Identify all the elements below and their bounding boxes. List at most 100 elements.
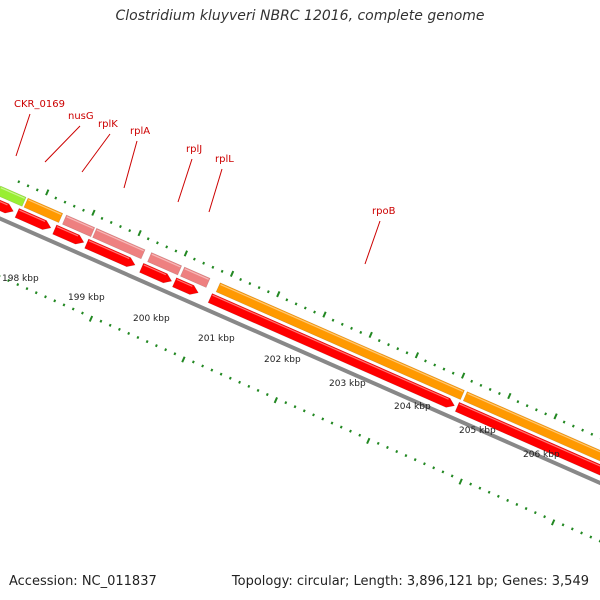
- inner-tick: [302, 409, 306, 413]
- inner-tick: [524, 506, 528, 511]
- inner-tick: [543, 515, 547, 519]
- label-leaders: [15, 113, 381, 265]
- kbp-label: 200 kbp: [133, 314, 170, 324]
- outer-tick: [192, 257, 196, 261]
- outer-tick: [100, 216, 104, 220]
- inner-tick: [273, 397, 278, 404]
- inner-tick: [81, 311, 84, 315]
- backbone-line: [0, 216, 600, 486]
- outer-tick: [507, 392, 512, 400]
- leader-line: [81, 133, 111, 173]
- gene-label-rplJ: rplJ: [186, 144, 202, 155]
- misc-feature-box-highlight: [0, 187, 25, 199]
- gene-features: [0, 185, 600, 486]
- outer-tick: [359, 330, 363, 334]
- outer-tick: [377, 339, 381, 343]
- kbp-label: 199 kbp: [68, 293, 105, 303]
- inner-tick: [432, 466, 436, 470]
- outer-tick: [35, 188, 39, 192]
- map-title: Clostridium kluyveri NBRC 12016, complet…: [115, 8, 485, 24]
- outer-tick: [109, 220, 113, 225]
- outer-tick: [128, 229, 132, 233]
- outer-tick: [257, 286, 261, 290]
- inner-tick: [515, 502, 519, 507]
- inner-tick: [108, 323, 112, 327]
- inner-tick: [16, 283, 20, 287]
- gene-box-rplK-highlight: [66, 216, 94, 230]
- inner-tick: [247, 384, 251, 388]
- inner-tick: [423, 462, 426, 466]
- inner-tick: [349, 429, 352, 433]
- outer-tick: [442, 367, 446, 371]
- inner-tick: [550, 519, 556, 526]
- cds-arrow-rplK-highlight: [56, 226, 79, 237]
- leader-line: [364, 220, 381, 265]
- inner-tick: [450, 474, 454, 478]
- outer-tick: [165, 245, 169, 249]
- outer-tick: [516, 400, 520, 404]
- cds-arrow-rpoB-1-highlight: [212, 294, 449, 400]
- outer-tick: [414, 352, 420, 359]
- outer-tick: [91, 209, 96, 216]
- inner-tick: [154, 344, 158, 348]
- outer-tick: [433, 363, 437, 367]
- inner-tick: [386, 445, 389, 450]
- outer-tick: [581, 428, 585, 432]
- kbp-label: 204 kbp: [394, 402, 431, 412]
- outer-tick: [229, 270, 235, 277]
- outer-tick: [220, 269, 224, 273]
- cds-arrow-rplL: [172, 277, 199, 295]
- gene-label-rplK: rplK: [98, 119, 118, 130]
- outer-tick: [202, 261, 206, 265]
- cds-arrow-rplL-highlight: [176, 278, 193, 287]
- cds-arrow-rpoB-2-highlight: [459, 403, 600, 467]
- inner-tick: [53, 299, 57, 303]
- inner-tick: [25, 287, 29, 291]
- inner-tick: [496, 494, 500, 498]
- inner-tick: [191, 360, 195, 364]
- outer-tick-marks: [17, 180, 600, 440]
- gene-label-nusG: nusG: [68, 111, 94, 122]
- inner-tick: [469, 482, 473, 486]
- inner-tick: [580, 531, 583, 535]
- inner-tick: [366, 437, 371, 445]
- outer-tick: [562, 420, 566, 424]
- outer-tick: [63, 200, 67, 204]
- outer-tick: [340, 322, 344, 326]
- outer-tick: [553, 413, 558, 420]
- accession-text: Accession: NC_011837: [9, 574, 157, 589]
- outer-tick: [525, 404, 529, 408]
- inner-tick: [376, 441, 380, 445]
- cds-arrow-CKR_0169-highlight: [0, 200, 8, 206]
- gene-box-rpoB-2-highlight: [467, 392, 600, 453]
- kbp-label: 198 kbp: [2, 274, 39, 284]
- inner-tick: [44, 295, 47, 299]
- inner-tick: [34, 291, 38, 295]
- inner-tick: [330, 421, 334, 425]
- outer-tick: [174, 249, 178, 253]
- inner-tick: [358, 433, 362, 437]
- inner-tick: [173, 352, 177, 356]
- cds-arrow-rplA: [84, 238, 136, 268]
- outer-tick: [488, 387, 492, 391]
- outer-tick: [82, 208, 85, 212]
- outer-tick: [461, 372, 466, 379]
- gene-box-nusG-highlight: [28, 199, 62, 215]
- outer-tick: [313, 310, 316, 314]
- inner-tick: [404, 454, 408, 458]
- inner-tick: [117, 327, 121, 331]
- outer-tick: [285, 298, 289, 302]
- inner-tick: [228, 376, 232, 380]
- gene-box-nusG: [23, 197, 64, 223]
- inner-tick: [487, 490, 491, 494]
- inner-tick: [284, 401, 288, 405]
- cds-arrow-CKR_0169: [0, 199, 14, 214]
- outer-tick: [248, 282, 252, 286]
- inner-tick: [238, 380, 241, 384]
- leader-line: [15, 113, 31, 157]
- inner-tick: [99, 319, 103, 323]
- outer-tick: [544, 412, 548, 416]
- inner-tick: [265, 392, 269, 397]
